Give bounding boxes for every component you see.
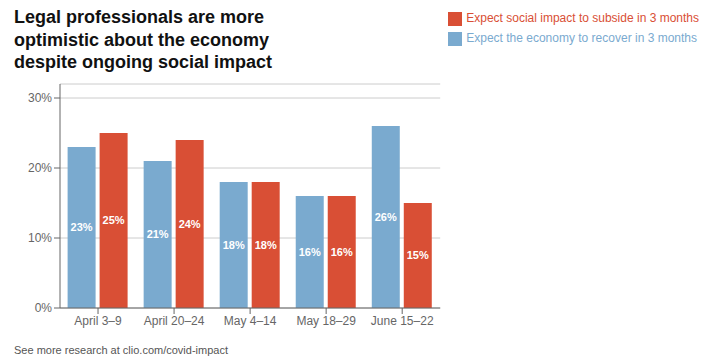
svg-text:24%: 24% <box>179 218 201 230</box>
svg-text:16%: 16% <box>331 246 353 258</box>
html-text:Expect the economy to recover: Expect the economy to recover in 3 month… <box>466 31 697 45</box>
svg-text:18%: 18% <box>223 239 245 251</box>
html-text:despite ongoing social impact: despite ongoing social impact <box>14 52 272 72</box>
svg-text:April 20–24: April 20–24 <box>144 314 205 328</box>
svg-text:20%: 20% <box>28 161 52 175</box>
svg-text:23%: 23% <box>71 221 93 233</box>
svg-text:10%: 10% <box>28 231 52 245</box>
html-text:Expect social impact to subsid: Expect social impact to subside in 3 mon… <box>466 11 699 25</box>
svg-text:21%: 21% <box>147 228 169 240</box>
svg-text:May 18–29: May 18–29 <box>296 314 356 328</box>
svg-text:30%: 30% <box>28 91 52 105</box>
svg-text:June 15–22: June 15–22 <box>371 314 434 328</box>
html-text:See more research at clio.com/: See more research at clio.com/covid-impa… <box>14 344 228 356</box>
svg-text:May 4–14: May 4–14 <box>224 314 277 328</box>
svg-text:26%: 26% <box>375 211 397 223</box>
svg-text:April 3–9: April 3–9 <box>74 314 122 328</box>
svg-text:18%: 18% <box>255 239 277 251</box>
html-text:Legal professionals are more: Legal professionals are more <box>14 7 265 27</box>
svg-text:15%: 15% <box>407 249 429 261</box>
html-text:optimistic about the economy: optimistic about the economy <box>14 29 269 50</box>
svg-text:0%: 0% <box>35 301 53 315</box>
svg-text:16%: 16% <box>299 246 321 258</box>
svg-text:25%: 25% <box>103 214 125 226</box>
